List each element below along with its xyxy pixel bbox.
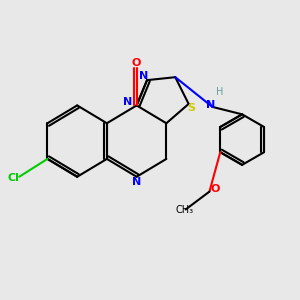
Text: CH₃: CH₃ <box>175 205 193 215</box>
Text: O: O <box>132 58 141 68</box>
Text: N: N <box>132 177 141 187</box>
Text: N: N <box>140 71 149 81</box>
Text: Cl: Cl <box>8 173 20 183</box>
Text: N: N <box>206 100 216 110</box>
Text: N: N <box>123 98 132 107</box>
Text: S: S <box>188 103 196 113</box>
Text: H: H <box>216 87 224 97</box>
Text: O: O <box>210 184 220 194</box>
